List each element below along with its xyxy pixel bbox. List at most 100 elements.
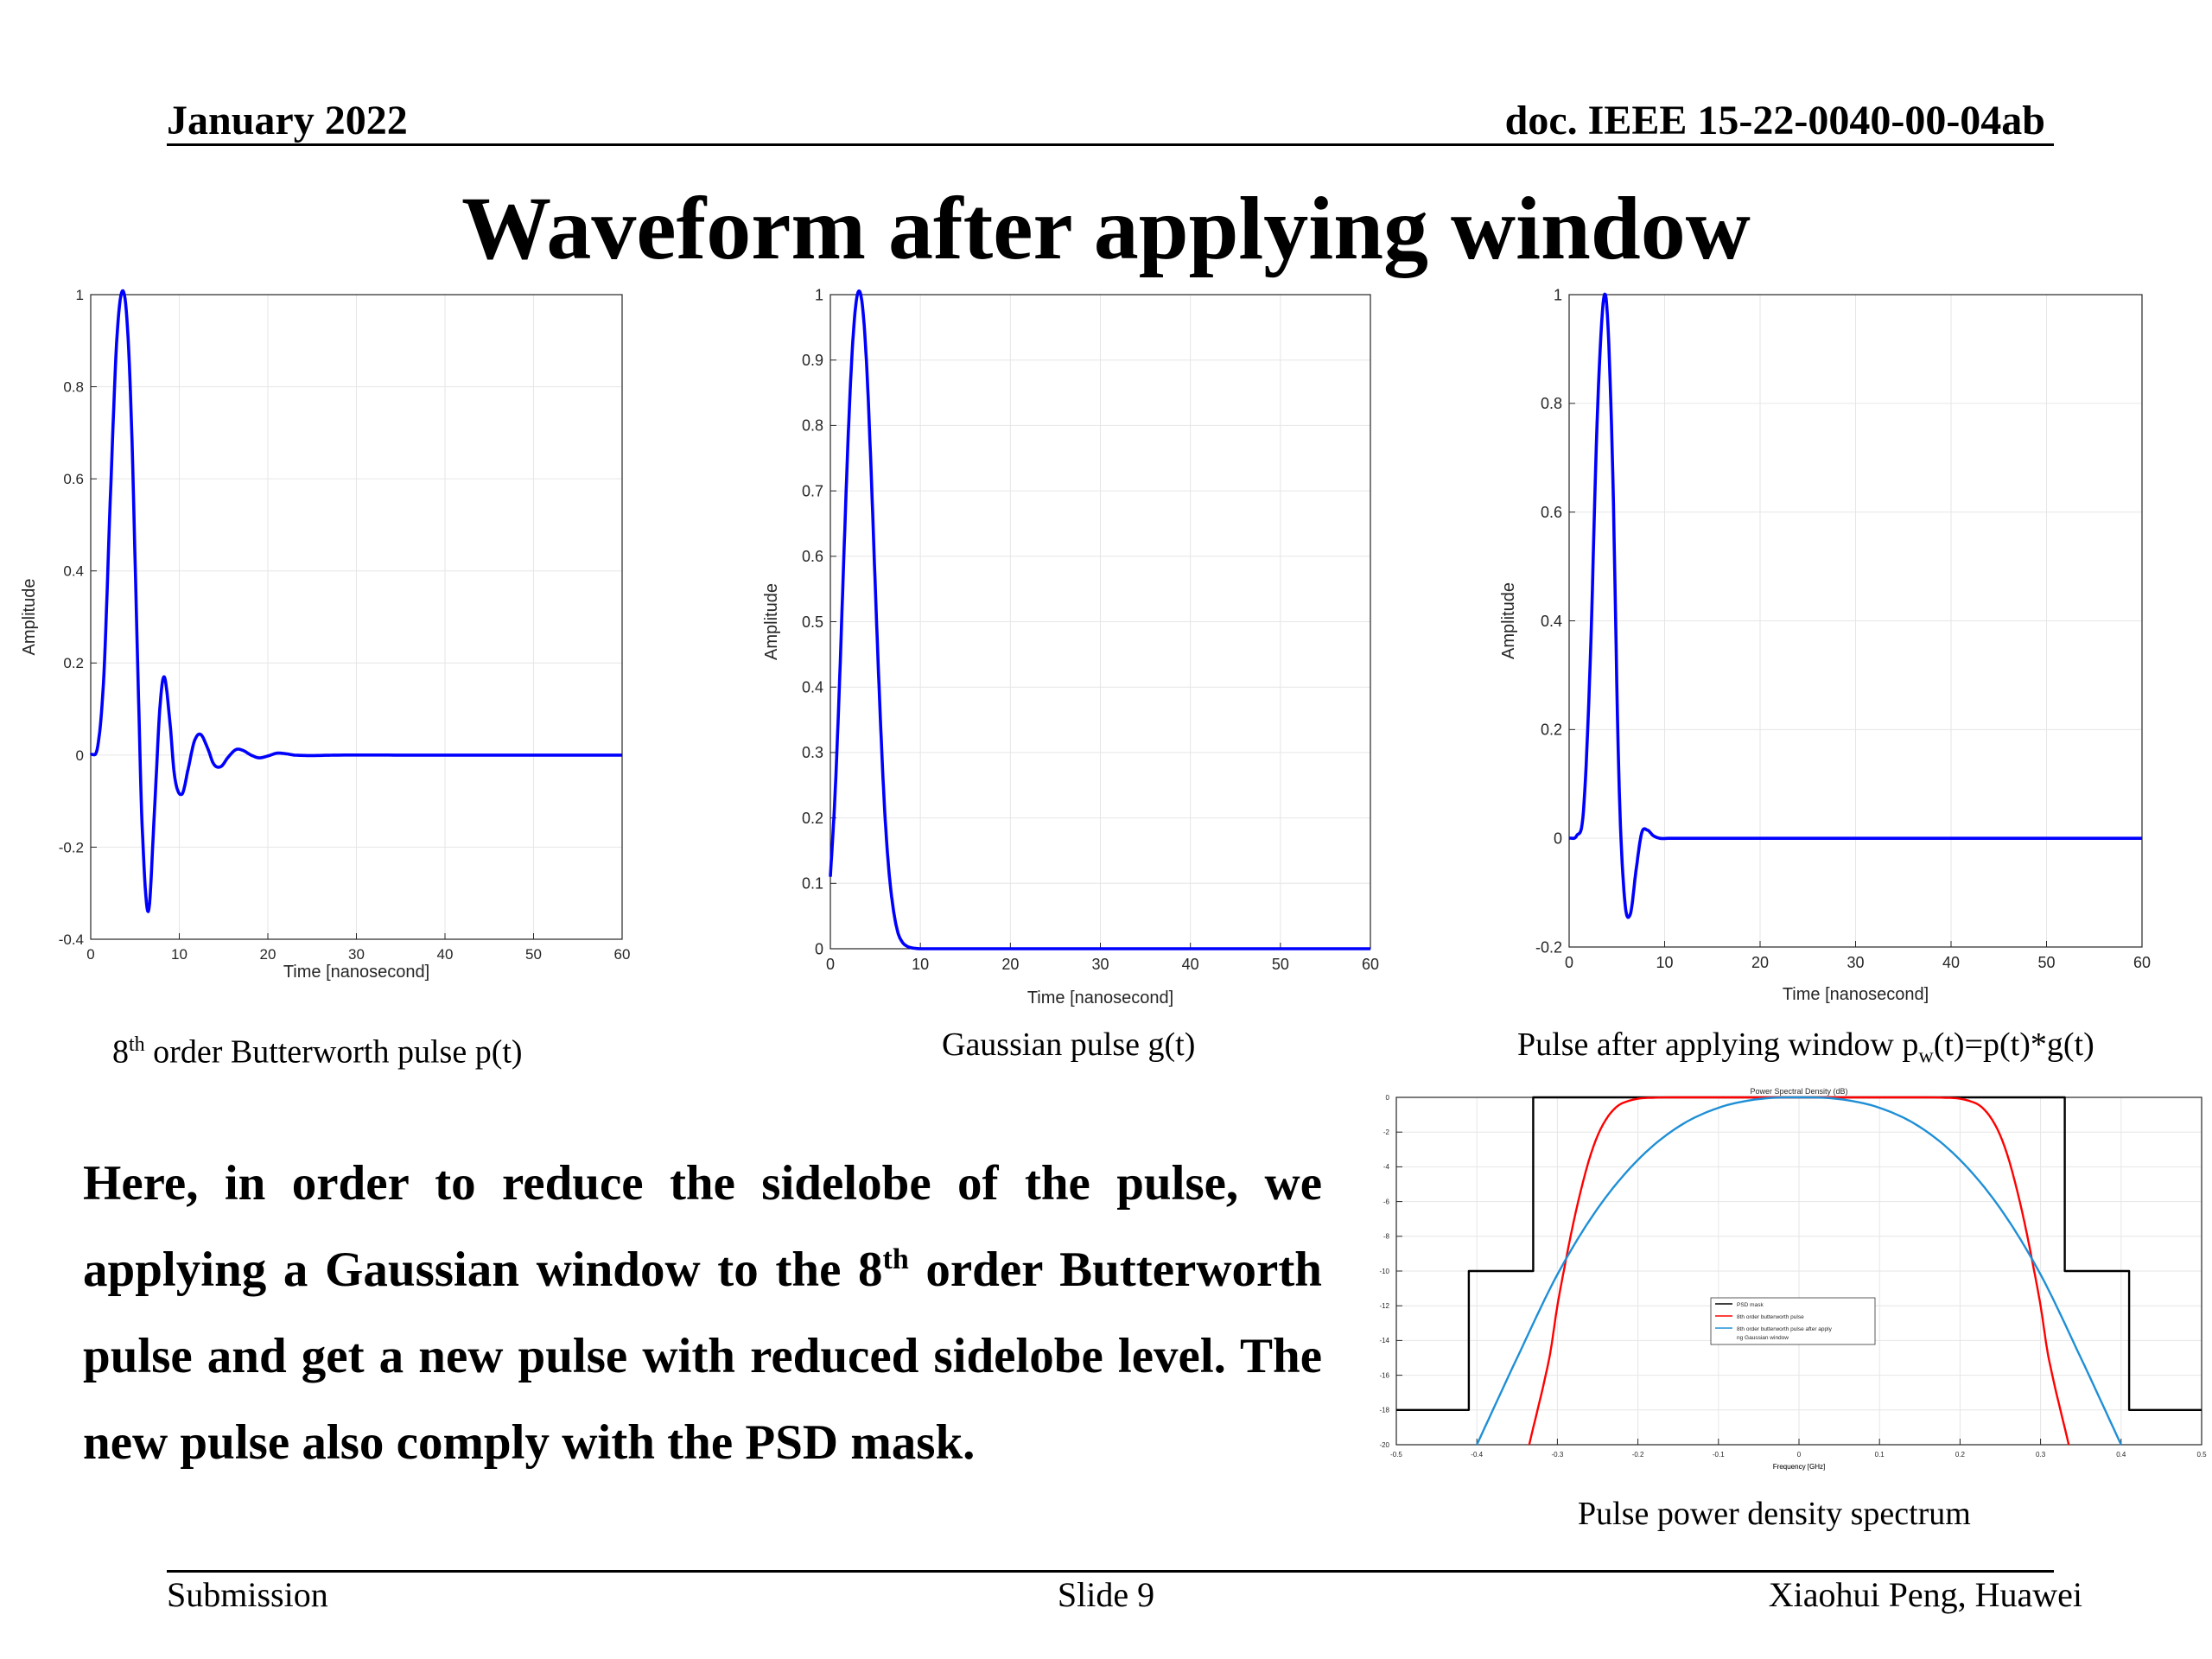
legend-entry: 8th order butterworth pulse after apply bbox=[1737, 1326, 1833, 1332]
slide-title: Waveform after applying window bbox=[461, 179, 1751, 278]
x-tick-label: 0.1 bbox=[1875, 1451, 1885, 1459]
x-tick-label: 60 bbox=[2133, 954, 2151, 971]
y-tick-label: 0.8 bbox=[802, 417, 823, 435]
y-axis-label: Amplitude bbox=[20, 579, 39, 656]
y-tick-label: 1 bbox=[1554, 286, 1562, 303]
y-tick-label: 0.8 bbox=[1541, 395, 1562, 412]
x-tick-label: -0.3 bbox=[1552, 1451, 1564, 1459]
x-tick-label: 0.2 bbox=[1955, 1451, 1966, 1459]
y-tick-label: 0.4 bbox=[63, 563, 84, 580]
x-tick-label: 20 bbox=[1751, 954, 1769, 971]
y-tick-label: 0.2 bbox=[63, 655, 84, 671]
x-tick-label: -0.4 bbox=[1471, 1451, 1483, 1459]
header-date: January 2022 bbox=[167, 98, 408, 143]
x-tick-label: 60 bbox=[614, 946, 631, 963]
y-tick-label: 0.6 bbox=[802, 548, 823, 565]
x-tick-label: -0.2 bbox=[1632, 1451, 1644, 1459]
y-tick-label: -0.4 bbox=[59, 931, 84, 948]
x-tick-label: 30 bbox=[1847, 954, 1864, 971]
body-text-part1: Here, in order to reduce the sidelobe of… bbox=[83, 1156, 1322, 1297]
gaussian-pulse-chart: 0 10 20 30 40 50 60 0 0.1 0.2 0.3 0.4 0.5 0.6 0.7 0.8 0.… bbox=[762, 286, 1379, 1007]
y-axis-label: Amplitude bbox=[1499, 582, 1518, 659]
legend-entry: 8th order butterworth pulse bbox=[1737, 1314, 1804, 1320]
y-tick-label: -0.2 bbox=[1535, 938, 1562, 956]
y-tick-label: -6 bbox=[1383, 1198, 1390, 1205]
x-tick-label: 0 bbox=[86, 946, 94, 963]
y-tick-label: 0.2 bbox=[802, 810, 823, 827]
butterworth-pulse-chart: 0 10 20 30 40 50 60 -0.4 -0.2 0 0.2 0.4 0.6 0.8 1 Time … bbox=[20, 287, 631, 982]
y-tick-label: -4 bbox=[1383, 1163, 1390, 1171]
x-axis-label: Frequency [GHz] bbox=[1773, 1463, 1825, 1471]
footer-author: Xiaohui Peng, Huawei bbox=[1768, 1575, 2082, 1614]
caption-windowed-pre: Pulse after applying window p bbox=[1517, 1027, 1919, 1063]
y-tick-label: -8 bbox=[1383, 1233, 1390, 1241]
x-tick-label: 0 bbox=[826, 956, 835, 973]
body-text-part2: order Butterworth pulse and get a new pu… bbox=[83, 1243, 1322, 1470]
y-tick-label: 0.4 bbox=[802, 679, 823, 696]
y-tick-label: -20 bbox=[1379, 1441, 1389, 1449]
y-tick-label: 0.6 bbox=[63, 471, 84, 487]
x-tick-label: 50 bbox=[2037, 954, 2055, 971]
y-tick-label: -12 bbox=[1379, 1302, 1389, 1310]
x-tick-label: 40 bbox=[1182, 956, 1199, 973]
y-tick-label: 0.3 bbox=[802, 744, 823, 761]
x-tick-label: 0.3 bbox=[2036, 1451, 2046, 1459]
footer-rule bbox=[167, 1570, 2054, 1573]
x-tick-label: 60 bbox=[1362, 956, 1379, 973]
psd-chart: -0.5 -0.4 -0.3 -0.2 -0.1 0 0.1 0.2 0.3 0.4 0.5-20-… bbox=[1379, 1087, 2207, 1471]
x-tick-label: 10 bbox=[1656, 954, 1673, 971]
x-tick-label: 30 bbox=[1091, 956, 1109, 973]
x-axis-label: Time [nanosecond] bbox=[1783, 985, 1929, 1004]
y-tick-label: -18 bbox=[1379, 1407, 1389, 1414]
y-tick-label: 1 bbox=[815, 286, 823, 303]
y-tick-label: 0 bbox=[1386, 1094, 1390, 1102]
caption-windowed-post: (t)=p(t)*g(t) bbox=[1933, 1027, 2094, 1063]
footer-slide-number: Slide 9 bbox=[1057, 1575, 1155, 1614]
series-line bbox=[89, 289, 622, 913]
x-tick-label: 50 bbox=[1272, 956, 1289, 973]
y-tick-label: 0.9 bbox=[802, 352, 823, 369]
legend-box bbox=[1710, 1297, 1876, 1345]
y-tick-label: 0.6 bbox=[1541, 504, 1562, 521]
caption-butterworth-text: order Butterworth pulse p(t) bbox=[144, 1033, 523, 1071]
body-paragraph: Here, in order to reduce the sidelobe of… bbox=[83, 1141, 1322, 1486]
y-tick-label: -0.2 bbox=[59, 839, 84, 855]
y-tick-label: 0.8 bbox=[63, 379, 84, 396]
x-tick-label: 40 bbox=[1942, 954, 1960, 971]
chart-title: Power Spectral Density (dB) bbox=[1750, 1087, 1847, 1096]
caption-gaussian: Gaussian pulse g(t) bbox=[942, 1027, 1196, 1063]
y-tick-label: 0 bbox=[1554, 830, 1562, 847]
y-tick-label: 0.7 bbox=[802, 482, 823, 499]
caption-butterworth-num: 8 bbox=[112, 1033, 129, 1071]
y-tick-label: -16 bbox=[1379, 1371, 1389, 1379]
y-tick-label: 0.2 bbox=[1541, 721, 1562, 739]
caption-butterworth-sup: th bbox=[129, 1033, 145, 1056]
caption-butterworth: 8th order Butterworth pulse p(t) bbox=[112, 1025, 523, 1072]
header-rule bbox=[167, 143, 2054, 146]
x-axis-label: Time [nanosecond] bbox=[283, 963, 429, 982]
caption-windowed-sub: w bbox=[1918, 1045, 1934, 1068]
caption-windowed: Pulse after applying window pw(t)=p(t)*g… bbox=[1517, 1025, 2094, 1077]
x-axis-label: Time [nanosecond] bbox=[1027, 988, 1173, 1007]
x-axis-label: Frequency [GHz] bbox=[1773, 1463, 1825, 1471]
x-tick-label: 40 bbox=[437, 946, 454, 963]
x-tick-label: 0 bbox=[1797, 1451, 1802, 1459]
x-tick-label: 50 bbox=[525, 946, 542, 963]
header-doc-id: doc. IEEE 15-22-0040-00-04ab bbox=[1504, 98, 2045, 143]
y-tick-label: 0.4 bbox=[1541, 613, 1562, 630]
y-tick-label: -14 bbox=[1379, 1337, 1389, 1344]
y-tick-label: 0.1 bbox=[802, 875, 823, 893]
y-tick-label: 0 bbox=[76, 747, 84, 764]
caption-psd: Pulse power density spectrum bbox=[1578, 1496, 1971, 1532]
y-tick-label: -2 bbox=[1383, 1128, 1390, 1136]
x-tick-label: 10 bbox=[912, 956, 929, 973]
series-line bbox=[829, 289, 1370, 950]
footer-submission: Submission bbox=[167, 1575, 328, 1614]
x-tick-label: 0 bbox=[1565, 954, 1573, 971]
x-tick-label: -0.1 bbox=[1713, 1451, 1725, 1459]
series-line bbox=[1568, 292, 2142, 919]
legend-entry: ng Gaussian window bbox=[1737, 1335, 1789, 1341]
y-axis-label: Amplitude bbox=[762, 583, 781, 660]
y-tick-label: -10 bbox=[1379, 1268, 1389, 1275]
